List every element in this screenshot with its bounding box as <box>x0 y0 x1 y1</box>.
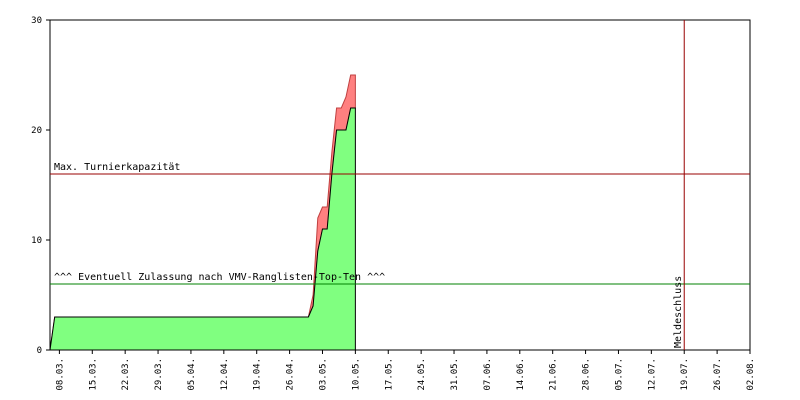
x-tick-label: 12.07. <box>647 358 657 391</box>
x-tick-label: 03.05. <box>318 358 328 391</box>
x-tick-label: 12.04. <box>220 358 230 391</box>
x-tick-label: 08.03. <box>55 358 65 391</box>
reference-label: Meldeschluss <box>673 276 684 348</box>
x-tick-label: 15.03. <box>88 358 98 391</box>
x-tick-label: 24.05. <box>417 358 427 391</box>
x-tick-label: 19.04. <box>253 358 263 391</box>
x-tick-label: 26.04. <box>286 358 296 391</box>
x-tick-label: 17.05. <box>384 358 394 391</box>
x-tick-label: 14.06. <box>516 358 526 391</box>
x-tick-label: 29.03. <box>154 358 164 391</box>
area <box>50 108 356 350</box>
x-tick-label: 19.07. <box>680 358 690 391</box>
x-tick-label: 21.06. <box>549 358 559 391</box>
x-tick-label: 31.05. <box>450 358 460 391</box>
x-tick-label: 10.05. <box>351 358 361 391</box>
reference-label: Max. Turnierkapazität <box>54 162 180 173</box>
plot-frame <box>49 19 751 351</box>
x-tick-label: 26.07. <box>713 358 723 391</box>
y-tick-label: 0 <box>37 346 42 356</box>
x-tick-label: 05.04. <box>187 358 197 391</box>
y-tick-label: 10 <box>31 236 42 246</box>
area-segment <box>49 74 356 351</box>
reference-label: ^^^ Eventuell Zulassung nach VMV-Ranglis… <box>54 272 385 283</box>
y-tick-label: 20 <box>31 126 42 136</box>
area-edge <box>49 107 356 351</box>
y-tick-label: 30 <box>31 16 42 26</box>
x-tick-label: 07.06. <box>483 358 493 391</box>
x-tick-label: 02.08. <box>746 358 756 391</box>
x-tick-label: 22.03. <box>121 358 131 391</box>
x-tick-label: 28.06. <box>582 358 592 391</box>
x-tick-label: 05.07. <box>614 358 624 391</box>
